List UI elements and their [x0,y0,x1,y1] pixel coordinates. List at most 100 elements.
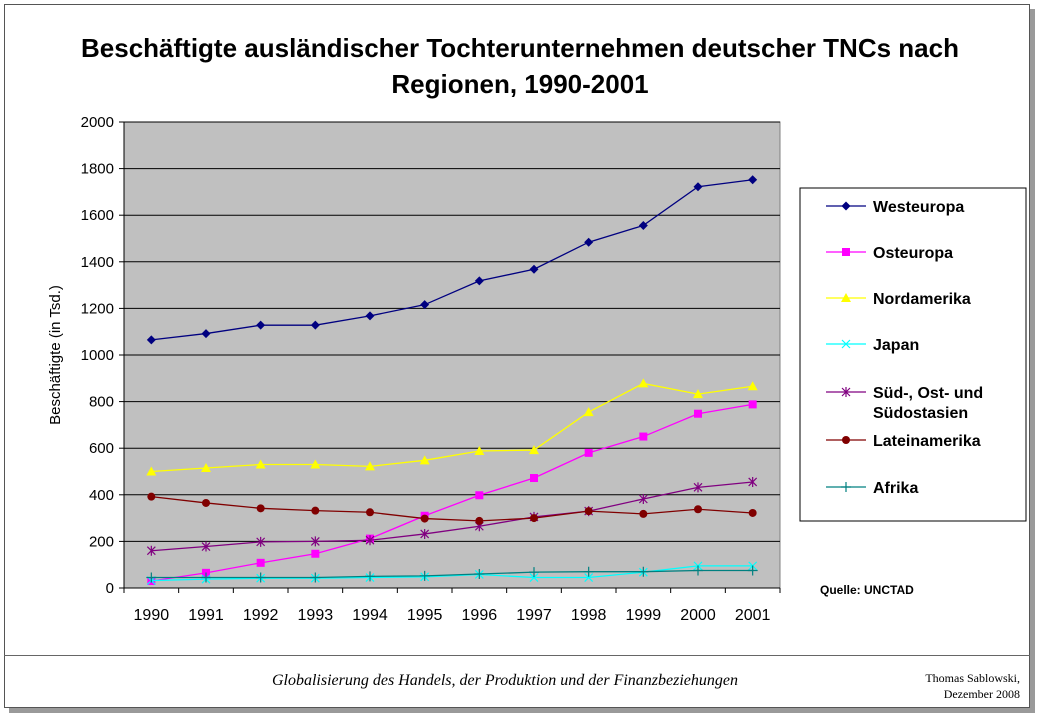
series-line-westeuropa [151,179,753,341]
data-point-afrika [747,565,758,576]
data-point-nordamerika [583,407,594,417]
legend-marker-0 [826,201,866,211]
legend-marker-3 [826,339,866,349]
data-point-lateinamerika [202,498,210,507]
legend-label-osteuropa: Osteuropa [873,245,953,262]
x-tick-label: 1998 [571,607,607,624]
footer-author: Thomas Sablowski, Dezember 2008 [925,670,1020,702]
data-point-afrika [146,572,157,583]
data-point-nordamerika [201,463,211,473]
gridlines [124,121,780,542]
series-line-osteuropa [151,403,753,582]
data-point-westeuropa [638,220,648,230]
x-axis-ticks: 1990 1991 1992 1993 1994 1995 1996 1997 1998 1999… [123,588,781,624]
data-point-afrika [365,571,375,582]
legend-symbol [841,482,851,492]
legend-label-japan: Japan [873,337,919,354]
legend-label-asien-line1: Süd-, Ost- und [873,385,983,402]
data-point-süd-ost-und-südostasien [146,545,156,556]
series-line-afrika [151,569,753,579]
data-point-westeuropa [584,237,594,247]
y-tick-label: 400 [89,487,114,504]
series-nordamerika [146,378,758,476]
legend-marker-6 [826,482,866,492]
data-point-afrika [529,567,539,578]
data-point-osteuropa [311,549,320,558]
data-point-süd-ost-und-südostasien [638,493,648,504]
data-point-osteuropa [694,409,702,418]
data-point-nordamerika [255,459,266,469]
series-afrika [146,565,758,583]
y-tick-label: 1600 [81,207,114,224]
line-chart: 0 200 400 600 800 1000 1200 1400 1600 1800 2000 19… [47,114,1027,624]
data-point-afrika [693,565,703,576]
legend-label-asien-line2: Südostasien [873,405,968,422]
data-point-westeuropa [474,276,484,286]
chart-title: Beschäftigte ausländischer Tochteruntern… [81,33,959,99]
data-point-süd-ost-und-südostasien [420,528,430,539]
data-point-nordamerika [638,378,649,388]
y-tick-label: 1000 [81,347,114,364]
x-tick-label: 1992 [243,607,279,624]
data-point-afrika [583,566,594,577]
legend-box [799,187,1027,522]
data-point-osteuropa [584,448,593,457]
data-point-nordamerika [529,445,539,455]
y-tick-label: 0 [106,580,114,597]
data-point-lateinamerika [475,516,484,525]
x-tick-label: 1996 [462,607,498,624]
y-tick-label: 1200 [81,300,114,317]
y-axis-label: Beschäftigte (in Tsd.) [47,285,64,425]
data-point-afrika [201,572,211,583]
data-point-osteuropa [530,474,538,483]
data-point-japan [584,573,594,582]
data-point-lateinamerika [366,508,374,517]
legend-label-afrika: Afrika [873,480,918,497]
x-tick-label: 1995 [407,607,443,624]
series-line-nordamerika [151,382,753,473]
data-point-süd-ost-und-südostasien [310,536,320,547]
data-point-westeuropa [365,311,375,321]
data-point-osteuropa [256,558,265,567]
data-point-afrika [474,569,485,580]
data-point-westeuropa [146,335,156,345]
series-westeuropa [146,175,758,345]
legend-symbol [841,293,851,302]
series-layer [146,175,758,586]
data-point-westeuropa [420,300,430,310]
legend-symbol [841,339,851,349]
legend-symbol [841,387,851,397]
data-point-nordamerika [747,381,758,391]
x-tick-label: 1990 [134,607,170,624]
legend-marker-5 [826,436,866,444]
data-point-lateinamerika [256,504,265,513]
data-point-nordamerika [693,389,703,399]
data-point-süd-ost-und-südostasien [365,535,375,546]
y-tick-label: 1400 [81,254,114,271]
data-point-japan [529,573,539,582]
author-date: Dezember 2008 [943,687,1020,701]
y-tick-label: 200 [89,533,114,550]
data-point-lateinamerika [748,508,757,517]
data-point-afrika [419,570,430,581]
legend-marker-2 [826,293,866,302]
y-axis-ticks: 0 200 400 600 800 1000 1200 1400 1600 1800 2000 [81,114,124,597]
legend-marker-4 [826,387,866,397]
data-point-lateinamerika [311,506,320,515]
author-name: Thomas Sablowski, [925,671,1020,685]
x-tick-label: 1997 [516,607,552,624]
data-point-nordamerika [146,466,157,476]
y-tick-label: 2000 [81,114,114,131]
y-tick-label: 600 [89,440,114,457]
legend: Westeuropa Osteuropa Nordamerika Japan S… [799,187,1027,522]
x-tick-label: 1999 [626,607,662,624]
data-point-nordamerika [365,461,375,471]
legend-symbol [841,201,851,211]
data-point-westeuropa [201,329,211,339]
data-point-süd-ost-und-südostasien [256,536,266,547]
data-point-lateinamerika [694,505,702,514]
legend-symbol [842,436,850,444]
series-line-süd-ost-und-südostasien [151,481,753,552]
footer-divider [4,655,1030,656]
y-tick-label: 1800 [81,161,114,178]
